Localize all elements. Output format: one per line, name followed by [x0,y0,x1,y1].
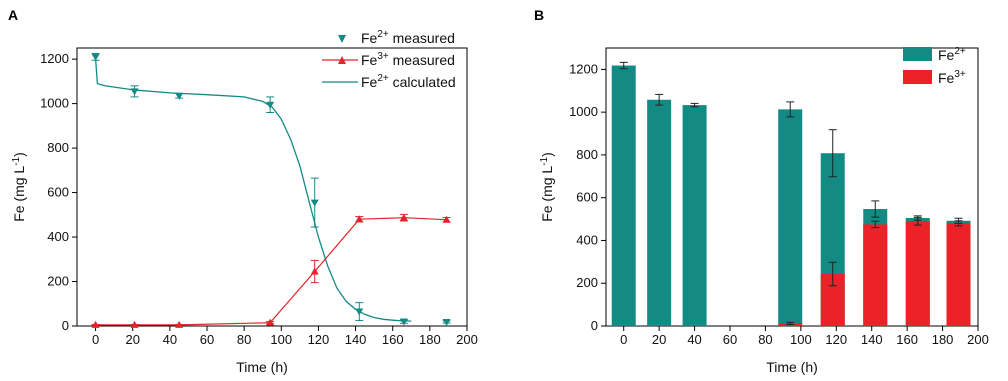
fe2-calculated-line [94,59,412,322]
fe2-measured-point [310,199,319,207]
x-tick-label: 140 [345,332,367,347]
fe3-measured-point [91,320,100,328]
legend-fe3-measured-marker [338,56,346,64]
fe2-measured-point [175,92,184,100]
legend-fe2-measured-label: Fe2+ measured [361,29,455,46]
fe2-measured-point [91,53,100,61]
legend-fe2-measured-marker [338,35,346,43]
fe3-bar [863,224,888,326]
legend-fe2-measured: Fe2+ measured [338,29,455,46]
fe3-measured-point [355,215,364,223]
fe3-bar [905,221,930,326]
x-tick-label: 120 [308,332,330,347]
x-tick-label: 60 [200,332,214,347]
x-tick-label: 160 [382,332,404,347]
fe3-measured-point [442,215,451,223]
fe2-bar [647,99,672,327]
fe3-measured-line [95,217,447,326]
y-tick-label: 400 [47,229,69,244]
x-tick-label: 100 [270,332,292,347]
fe2-bar [682,105,707,326]
x-tick-label: 60 [723,332,737,347]
x-tick-label: 80 [758,332,772,347]
y-tick-label: 0 [62,318,69,333]
panel-a-letter: A [8,7,18,23]
y-tick-label: 600 [47,185,69,200]
y-tick-label: 200 [576,275,598,290]
fe2-measured-point [399,318,408,326]
panel-a-frame [76,47,468,327]
fe3-measured-point [130,320,139,328]
legend-fe3-label: Fe3+ [938,69,966,86]
fe3-measured-point [266,318,275,326]
y-tick-label: 1200 [569,61,598,76]
panel-a-x-ticks: 0 20 40 60 80 100 120 140 160 180 200 [92,326,478,347]
y-tick-label: 800 [576,147,598,162]
panel-b-legend: Fe2+ Fe3+ [903,46,966,86]
fe3-bar [946,223,971,326]
x-tick-label: 0 [92,332,99,347]
fe3-measured-point [310,267,319,275]
legend-fe3-swatch [903,70,932,84]
fe2-measured-point [266,101,275,109]
y-tick-label: 800 [47,140,69,155]
legend-fe3-measured: Fe3+ measured [322,51,455,68]
y-tick-label: 1000 [569,104,598,119]
x-tick-label: 80 [237,332,251,347]
x-tick-label: 200 [456,332,478,347]
x-tick-label: 160 [896,332,918,347]
x-tick-label: 140 [861,332,883,347]
fe2-measured-point [130,88,139,96]
x-tick-label: 20 [125,332,139,347]
panel-a-plot-area [91,53,451,328]
panel-b-letter: B [534,7,544,23]
x-tick-label: 40 [163,332,177,347]
x-tick-label: 120 [825,332,847,347]
panel-b-y-ticks: 0 200 400 600 800 1000 1200 [569,61,606,333]
y-tick-label: 1000 [40,96,69,111]
x-tick-label: 100 [790,332,812,347]
fe3-measured-point [175,320,184,328]
legend-fe2-calculated: Fe2+ calculated [322,73,456,90]
panel-a-y-axis-title: Fe (mg L-1) [11,152,27,222]
fe3-measured-point [399,213,408,221]
fe2-bar [778,109,803,327]
x-tick-label: 0 [620,332,627,347]
legend-fe3-measured-label: Fe3+ measured [361,51,455,68]
legend-fe2-calculated-label: Fe2+ calculated [361,73,456,90]
panel-a: A 0 20 40 60 80 100 120 140 160 180 200 0 200 400 600… [8,7,478,375]
y-tick-label: 600 [576,190,598,205]
fe2-measured-point [355,308,364,316]
panel-b-x-axis-title: Time (h) [766,359,818,375]
y-tick-label: 200 [47,274,69,289]
panel-b: B 0 20 40 60 80 100 120 140 160 180 200 0 200 400 600… [534,7,989,375]
x-tick-label: 40 [687,332,701,347]
y-tick-label: 0 [591,318,598,333]
panel-a-y-ticks: 0 200 400 600 800 1000 1200 [40,51,77,333]
x-tick-label: 200 [967,332,989,347]
x-tick-label: 20 [652,332,666,347]
legend-fe2-swatch [903,47,932,61]
y-tick-label: 400 [576,232,598,247]
y-tick-label: 1200 [40,51,69,66]
legend-fe2-label: Fe2+ [938,46,966,63]
x-tick-label: 180 [932,332,954,347]
panel-b-x-ticks: 0 20 40 60 80 100 120 140 160 180 200 [620,326,989,347]
panel-a-x-axis-title: Time (h) [236,359,288,375]
x-tick-label: 180 [419,332,441,347]
fe2-measured-point [442,318,451,326]
fe2-bar [611,65,636,326]
panel-b-plot-area [611,61,971,327]
panel-b-y-axis-title: Fe (mg L-1) [539,152,555,222]
panel-a-legend: Fe2+ measured Fe3+ measured Fe2+ calcula… [322,29,456,90]
